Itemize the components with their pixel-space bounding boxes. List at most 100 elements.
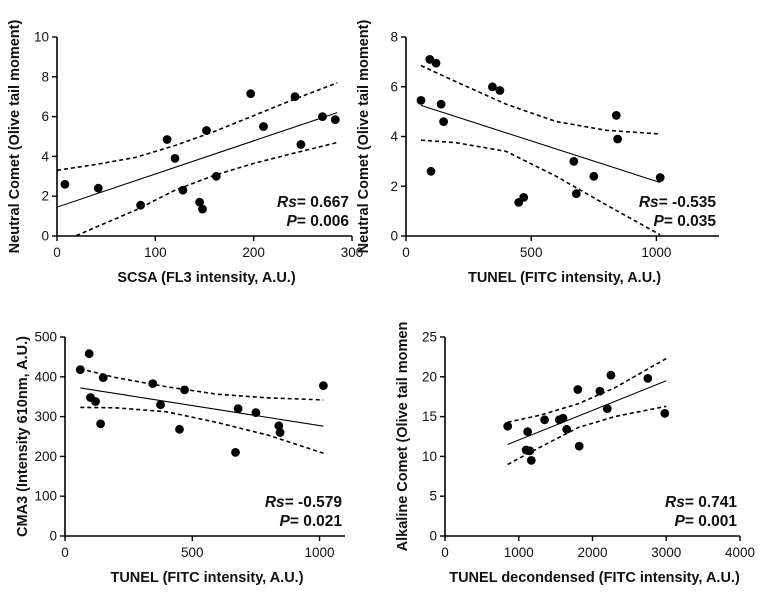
y-tick-label: 2 bbox=[41, 189, 49, 204]
y-tick-label: 25 bbox=[422, 330, 437, 345]
p-key: P bbox=[675, 513, 686, 530]
y-tick-label: 20 bbox=[422, 369, 437, 384]
data-point bbox=[148, 379, 158, 388]
data-point bbox=[319, 381, 328, 390]
y-tick-label: 4 bbox=[41, 149, 49, 164]
x-tick-label: 1000 bbox=[504, 545, 534, 560]
data-point bbox=[91, 397, 100, 406]
data-point bbox=[180, 385, 190, 395]
data-point bbox=[93, 183, 103, 193]
rs-stat: Rs= -0.579 bbox=[265, 494, 343, 511]
y-tick-label: 10 bbox=[422, 449, 437, 464]
y-tick-label: 100 bbox=[34, 489, 57, 504]
x-tick-label: 100 bbox=[144, 245, 167, 260]
y-tick-label: 0 bbox=[49, 529, 57, 544]
ci-lower-band bbox=[507, 405, 667, 466]
y-axis-title: Alkaline Comet (Olive tail momen bbox=[395, 322, 411, 552]
y-tick-label: 8 bbox=[41, 69, 49, 84]
x-tick-label: 0 bbox=[53, 245, 61, 260]
y-tick-label: 0 bbox=[41, 229, 49, 244]
y-axis-title: CMA3 (Intensity 610nm, A.U.) bbox=[15, 336, 31, 537]
y-tick-label: 0 bbox=[429, 529, 437, 544]
x-tick-label: 1000 bbox=[641, 245, 671, 260]
p-stat: P= 0.001 bbox=[675, 513, 738, 530]
y-tick-label: 5 bbox=[429, 489, 437, 504]
data-point bbox=[558, 413, 568, 423]
data-point bbox=[296, 140, 306, 149]
data-point bbox=[655, 173, 665, 182]
x-axis-title: SCSA (FL3 intensity, A.U.) bbox=[117, 270, 295, 286]
p-key: P bbox=[280, 513, 291, 530]
data-point bbox=[643, 374, 653, 383]
ci-upper-band bbox=[57, 82, 338, 172]
data-point bbox=[162, 135, 172, 144]
data-point bbox=[416, 96, 426, 105]
p-value: = 0.006 bbox=[297, 213, 350, 230]
data-point bbox=[156, 400, 165, 410]
ci-upper-band bbox=[507, 357, 667, 423]
data-point bbox=[60, 179, 70, 189]
data-point bbox=[259, 122, 268, 131]
y-tick-label: 6 bbox=[390, 79, 398, 94]
data-point bbox=[523, 427, 532, 437]
regression-line bbox=[420, 104, 661, 184]
x-axis-title: TUNEL (FITC intensity, A.U.) bbox=[110, 570, 303, 586]
data-point bbox=[589, 171, 599, 181]
x-tick-label: 0 bbox=[402, 245, 410, 260]
rs-key: Rs bbox=[639, 194, 659, 211]
data-point bbox=[231, 448, 240, 457]
data-point bbox=[75, 365, 85, 374]
data-point bbox=[571, 189, 581, 199]
data-point bbox=[574, 441, 584, 451]
x-tick-label: 0 bbox=[441, 545, 449, 560]
rs-key: Rs bbox=[665, 494, 685, 511]
data-point bbox=[426, 166, 436, 176]
data-point bbox=[525, 446, 535, 456]
data-point bbox=[436, 99, 446, 109]
data-point bbox=[562, 424, 572, 434]
y-axis-title: Neutral Comet (Olive tail moment) bbox=[356, 20, 372, 254]
rs-key: Rs bbox=[265, 494, 285, 511]
x-tick-label: 0 bbox=[61, 545, 69, 560]
ci-lower-band bbox=[80, 406, 324, 454]
scatter-panel-b: 0 2 4 6 8 0 500 1000 TUNEL (FITC intensity, A.U.… bbox=[356, 20, 719, 286]
y-tick-label: 200 bbox=[34, 449, 57, 464]
y-tick-label: 0 bbox=[390, 229, 398, 244]
p-stat: P= 0.035 bbox=[654, 213, 717, 230]
scatter-panel-d: 0 5 10 15 20 25 0 1000 2000 3000 4000 TUNEL deconde… bbox=[395, 322, 755, 586]
x-tick-label: 4000 bbox=[725, 545, 755, 560]
data-point bbox=[519, 193, 529, 202]
regression-line bbox=[57, 112, 338, 208]
data-point bbox=[178, 185, 188, 195]
rs-value: = -0.579 bbox=[285, 494, 343, 511]
data-point bbox=[195, 197, 205, 207]
data-point bbox=[211, 171, 221, 181]
data-point bbox=[439, 117, 448, 126]
y-tick-label: 4 bbox=[390, 129, 398, 144]
rs-value: = -0.535 bbox=[659, 194, 717, 211]
data-point bbox=[251, 408, 261, 417]
p-stat: P= 0.006 bbox=[287, 213, 350, 230]
x-tick-label: 200 bbox=[242, 245, 265, 260]
p-key: P bbox=[654, 213, 665, 230]
p-stat: P= 0.021 bbox=[280, 513, 343, 530]
x-tick-label: 500 bbox=[520, 245, 543, 260]
ci-upper-band bbox=[420, 64, 661, 135]
rs-value: = 0.667 bbox=[297, 194, 349, 211]
rs-stat: Rs= 0.741 bbox=[665, 494, 737, 511]
data-point bbox=[175, 424, 184, 434]
x-axis-title: TUNEL decondensed (FITC intensity, A.U.) bbox=[449, 570, 740, 586]
data-point bbox=[606, 370, 616, 380]
x-axis-title: TUNEL (FITC intensity, A.U.) bbox=[468, 270, 661, 286]
rs-value: = 0.741 bbox=[685, 494, 738, 511]
data-point bbox=[84, 349, 94, 359]
data-point bbox=[431, 58, 441, 68]
data-point bbox=[202, 126, 211, 135]
regression-line bbox=[80, 387, 324, 427]
data-point bbox=[660, 409, 670, 418]
data-point bbox=[611, 111, 621, 120]
data-point bbox=[330, 115, 340, 124]
